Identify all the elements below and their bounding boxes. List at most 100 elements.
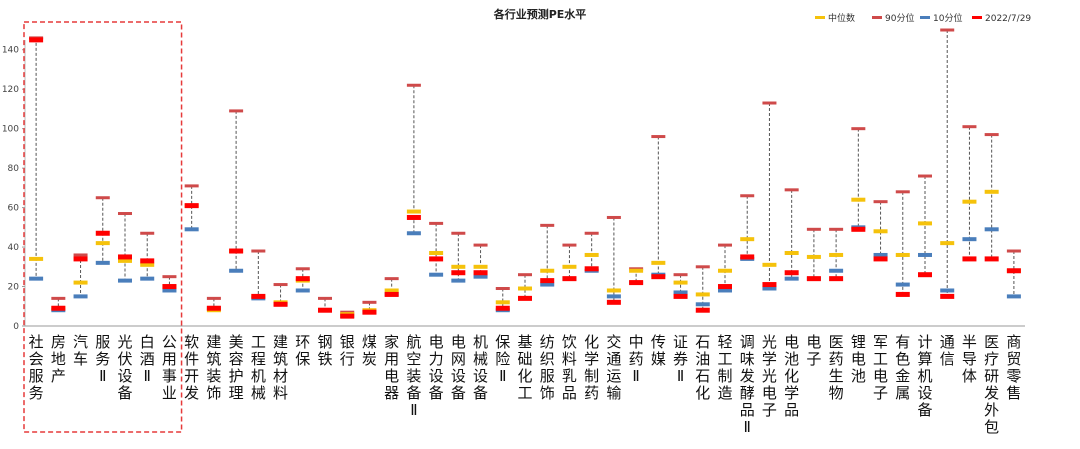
median-marker	[540, 268, 555, 273]
median-marker	[584, 252, 599, 257]
current-marker	[340, 313, 355, 319]
current-marker	[651, 274, 666, 280]
median-marker	[851, 197, 866, 202]
median-marker	[962, 199, 977, 204]
category-label-char: 研	[984, 367, 999, 385]
p90-marker	[206, 296, 221, 300]
median-marker	[518, 286, 532, 291]
median-marker	[918, 221, 932, 226]
category-label-char: 通	[940, 333, 955, 351]
p10-marker	[451, 278, 466, 283]
category-label-char: 品	[562, 384, 577, 402]
category-label-char: 社	[29, 333, 44, 351]
median-marker	[429, 250, 444, 255]
p90-marker	[251, 249, 266, 253]
category-label-char: 饰	[206, 384, 221, 402]
current-marker	[784, 270, 799, 276]
p90-marker	[406, 83, 421, 87]
category-label-char: 备	[473, 384, 488, 402]
median-marker	[784, 250, 799, 255]
category-label-char: 工	[873, 350, 888, 368]
y-tick-label: 40	[8, 243, 20, 253]
category-label-char: 设	[473, 367, 488, 385]
highlight-box	[23, 21, 183, 433]
category-label-char: 银	[340, 333, 355, 351]
p10-marker	[784, 276, 799, 281]
category-label-char: 品	[740, 401, 755, 419]
current-marker	[118, 254, 132, 260]
category-label-char: 设	[917, 384, 932, 402]
legend-label: 10分位	[933, 12, 962, 24]
category-label-char: 光	[117, 333, 132, 351]
median-marker	[451, 264, 466, 269]
legend-label: 90分位	[885, 12, 914, 24]
category-label-char: Ⅱ	[677, 367, 684, 385]
category-label-char: 石	[695, 367, 710, 385]
median-marker	[695, 292, 710, 297]
category-label-char: 中	[629, 333, 644, 351]
p90-marker	[184, 184, 199, 188]
p90-marker	[851, 127, 866, 131]
category-label-char: 基	[517, 333, 532, 351]
category-label-char: 钢	[317, 333, 332, 351]
y-tick-label: 0	[13, 322, 19, 332]
p90-marker	[695, 265, 710, 269]
category-label-char: 计	[917, 333, 932, 351]
current-marker	[406, 214, 421, 220]
current-marker	[606, 299, 621, 305]
current-marker	[29, 37, 44, 43]
category-label-char: 设	[451, 367, 466, 385]
legend: 中位数 90分位 10分位 2022/7/29	[815, 12, 1031, 24]
category-label-char: 导	[962, 350, 977, 368]
category-label-char: 化	[784, 367, 799, 385]
current-marker	[740, 254, 755, 260]
category-label-char: 子	[806, 350, 821, 368]
category-label-char: 房	[51, 333, 66, 351]
category-label-char: 交	[606, 333, 621, 351]
p90-marker	[451, 231, 466, 235]
category-label-char: 学	[584, 350, 599, 368]
p10-marker	[873, 252, 888, 257]
p90-marker	[673, 273, 688, 277]
median-marker	[806, 254, 821, 259]
category-label-char: 家	[384, 333, 399, 351]
current-marker	[918, 272, 932, 278]
category-label-char: 有	[895, 333, 910, 351]
category-label-char: 输	[606, 384, 621, 402]
category-label-char: 饰	[540, 384, 555, 402]
p10-marker	[762, 286, 777, 291]
category-label: 锂电池	[851, 333, 866, 385]
category-label-char: 锂	[851, 333, 866, 351]
category-label-char: 制	[584, 367, 599, 385]
current-marker	[806, 276, 821, 282]
category-label-char: 车	[73, 350, 88, 368]
p90-marker	[51, 296, 66, 300]
category-label-char: 料	[562, 350, 577, 368]
category-label-char: 轻	[717, 333, 732, 351]
category-label-char: 装	[206, 367, 221, 385]
category-label-char: 伏	[117, 350, 132, 368]
category-label-char: 石	[695, 333, 710, 351]
p10-marker	[406, 231, 421, 236]
category-label-char: 化	[695, 384, 710, 402]
category-label-char: 用	[162, 350, 177, 368]
category-label-char: 酒	[140, 350, 155, 368]
p10-marker	[295, 288, 310, 293]
category-label-char: 学	[762, 350, 777, 368]
p90-marker	[918, 174, 932, 178]
category-label-char: 池	[851, 367, 866, 385]
whisker-lines	[31, 29, 1019, 317]
